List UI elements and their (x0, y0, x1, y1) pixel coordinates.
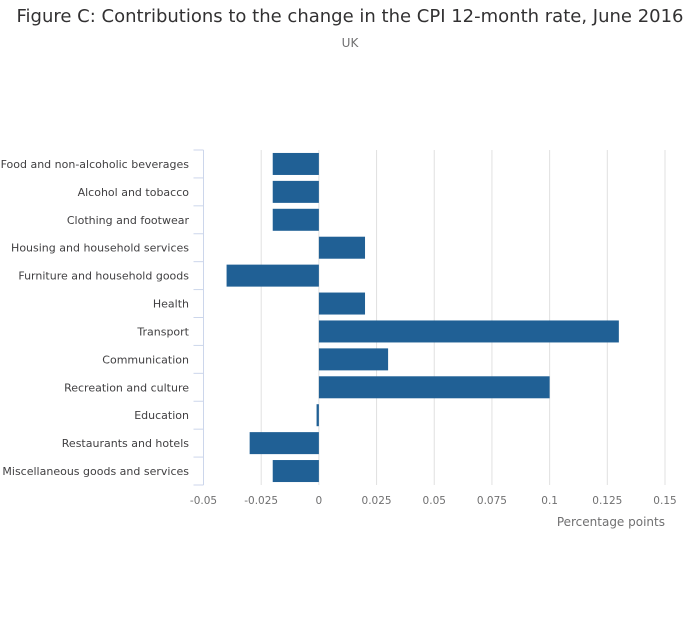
bar (318, 320, 619, 343)
bar (226, 264, 319, 287)
x-tick-label: -0.05 (190, 495, 217, 507)
chart-title: Figure C: Contributions to the change in… (16, 6, 684, 27)
category-label: Alcohol and tobacco (78, 186, 190, 199)
x-tick-label: 0.15 (653, 495, 676, 507)
category-label: Food and non-alcoholic beverages (1, 158, 190, 171)
bar (318, 376, 550, 399)
category-label: Education (134, 409, 189, 422)
category-label: Restaurants and hotels (62, 437, 189, 450)
bar (318, 236, 366, 259)
category-label: Recreation and culture (64, 381, 189, 394)
bar (272, 152, 319, 175)
bar (272, 460, 319, 483)
x-tick-label: 0.05 (423, 495, 446, 507)
category-label: Housing and household services (11, 242, 189, 255)
x-tick-label: 0.125 (592, 495, 622, 507)
category-label: Transport (136, 325, 189, 338)
x-axis-label: Percentage points (557, 515, 665, 529)
category-label: Clothing and footwear (67, 214, 190, 227)
category-label: Furniture and household goods (18, 270, 189, 283)
bar (318, 292, 366, 315)
x-tick-label: 0.075 (477, 495, 507, 507)
bar (318, 348, 389, 371)
bar (272, 208, 319, 231)
category-label: Communication (102, 353, 189, 366)
bar (316, 404, 319, 427)
category-label: Miscellaneous goods and services (2, 465, 189, 478)
x-tick-label: -0.025 (244, 495, 278, 507)
bar (272, 180, 319, 203)
category-label: Health (153, 298, 189, 311)
x-tick-label: 0 (316, 495, 323, 507)
x-tick-label: 0.025 (362, 495, 392, 507)
x-tick-label: 0.1 (541, 495, 558, 507)
bar (249, 432, 319, 455)
chart-subtitle: UK (341, 36, 359, 50)
